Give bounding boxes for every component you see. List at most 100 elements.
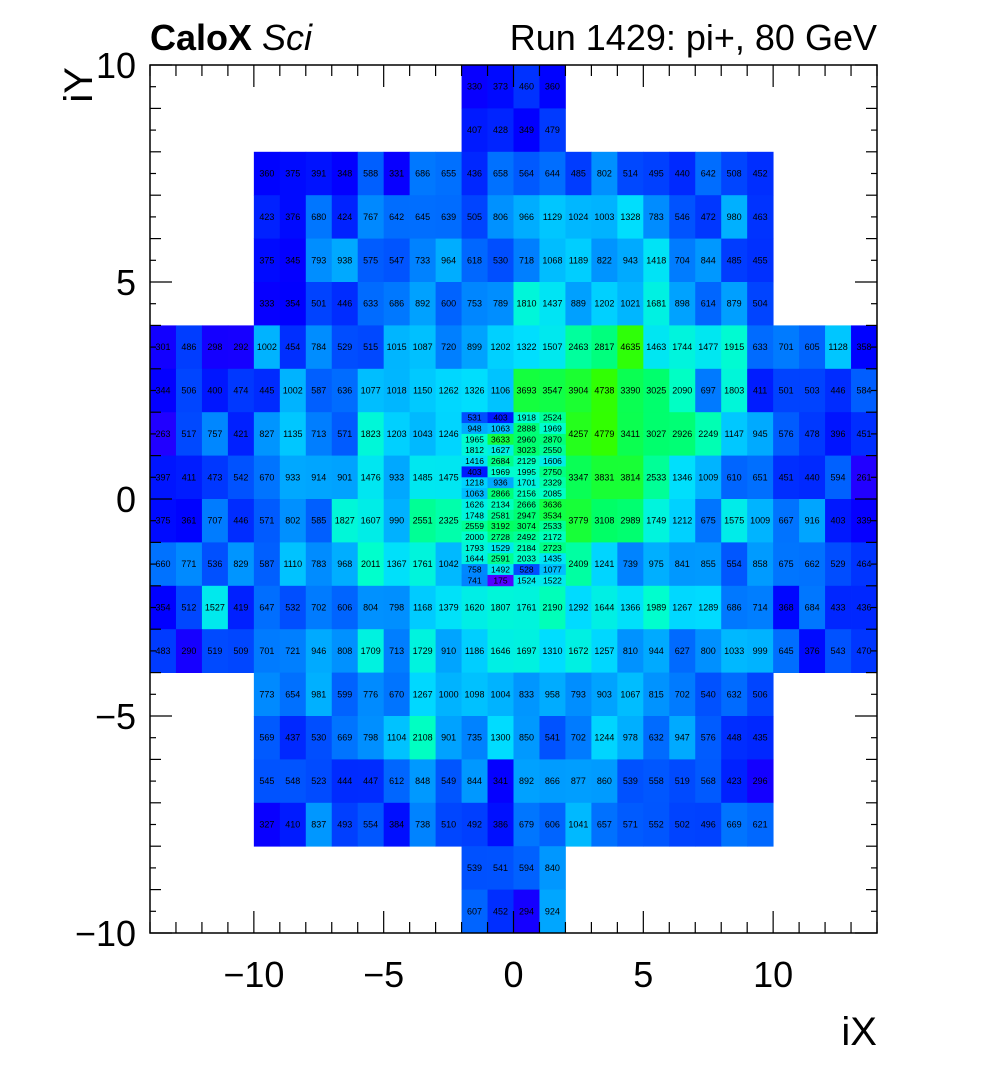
- heatmap-cell: [539, 412, 566, 424]
- cell-value-label: 330: [467, 82, 482, 92]
- heatmap-cell: [799, 412, 826, 456]
- cell-value-label: 517: [181, 429, 196, 439]
- cell-value-label: 375: [285, 169, 300, 179]
- heatmap-cell: [487, 108, 514, 153]
- cell-value-label: 519: [675, 776, 690, 786]
- cell-value-label: 1367: [387, 559, 407, 569]
- heatmap-cell: [773, 499, 800, 543]
- x-tick-label: −10: [223, 954, 284, 995]
- cell-value-label: 651: [753, 472, 768, 482]
- cell-value-label: 636: [337, 386, 352, 396]
- cell-value-label: 1697: [516, 646, 536, 656]
- heatmap-cell: [253, 802, 281, 847]
- cell-value-label: 2329: [543, 478, 562, 488]
- cell-value-label: 1793: [465, 543, 484, 553]
- cell-value-label: 1244: [594, 733, 614, 743]
- heatmap-cell: [383, 629, 411, 673]
- heatmap-cell: [539, 553, 566, 565]
- cell-value-label: 470: [857, 646, 872, 656]
- heatmap-cell: [357, 802, 385, 847]
- heatmap-cell: [617, 195, 644, 239]
- heatmap-cell: [435, 585, 462, 630]
- heatmap-cell: [721, 716, 748, 760]
- cell-value-label: 804: [363, 603, 378, 613]
- heatmap-cell: [773, 629, 800, 673]
- heatmap-cell: [461, 585, 488, 630]
- cell-value-label: 675: [779, 559, 794, 569]
- heatmap-cell: [253, 629, 281, 673]
- cell-value-label: 714: [753, 603, 768, 613]
- heatmap-cell: [357, 412, 385, 456]
- cell-value-label: 391: [311, 169, 326, 179]
- heatmap-cell: [825, 542, 852, 587]
- cell-value-label: 1033: [724, 646, 744, 656]
- cell-value-label: 1644: [465, 554, 484, 564]
- cell-value-label: 1524: [517, 575, 536, 585]
- heatmap-cell: [643, 629, 670, 673]
- heatmap-cell: [383, 585, 411, 630]
- heatmap-cell: [539, 802, 566, 847]
- cell-value-label: 3547: [542, 386, 562, 396]
- cell-value-label: 815: [649, 689, 664, 699]
- cell-value-label: 739: [623, 559, 638, 569]
- heatmap-cell: [591, 412, 618, 456]
- heatmap-cell: [695, 542, 722, 587]
- heatmap-cell: [539, 585, 566, 630]
- heatmap-cell: [357, 368, 385, 413]
- heatmap-cell: [175, 455, 203, 500]
- heatmap-cell: [435, 238, 462, 283]
- heatmap-cell: [331, 412, 359, 456]
- cell-value-label: 1009: [750, 516, 770, 526]
- cell-value-label: 492: [467, 820, 482, 830]
- heatmap-cell: [721, 195, 748, 239]
- heatmap-cell: [461, 629, 488, 673]
- heatmap-cell: [747, 759, 774, 804]
- cell-value-label: 1366: [620, 603, 640, 613]
- heatmap-cell: [461, 802, 488, 847]
- cell-value-label: 916: [805, 516, 820, 526]
- heatmap-cell: [825, 585, 852, 630]
- cell-value-label: 933: [389, 472, 404, 482]
- cell-value-label: 548: [285, 776, 300, 786]
- cell-value-label: 1463: [646, 342, 666, 352]
- cell-value-label: 1326: [465, 386, 485, 396]
- heatmap-cell: [513, 509, 540, 522]
- heatmap-cell: [643, 499, 670, 543]
- cell-value-label: 910: [441, 646, 456, 656]
- cell-value-label: 758: [467, 565, 481, 575]
- cell-value-label: 1043: [413, 429, 433, 439]
- cell-value-label: 1128: [828, 342, 847, 352]
- heatmap-cell: [565, 542, 592, 587]
- heatmap-cell: [773, 412, 800, 456]
- heatmap-cell: [461, 574, 488, 587]
- heatmap-cell: [279, 802, 307, 847]
- cell-value-label: 945: [753, 429, 768, 439]
- y-tick-label: 0: [116, 479, 136, 520]
- heatmap-cell: [201, 585, 229, 630]
- cell-value-label: 1485: [413, 472, 433, 482]
- heatmap-cell: [357, 455, 385, 500]
- heatmap-cell: [643, 238, 670, 283]
- cell-value-label: 3633: [491, 434, 510, 444]
- cell-value-label: 697: [701, 386, 716, 396]
- heatmap-cell: [513, 574, 540, 587]
- cell-value-label: 866: [545, 776, 560, 786]
- heatmap-cell: [331, 282, 359, 326]
- heatmap-cell: [487, 444, 514, 456]
- heatmap-cell: [539, 499, 566, 511]
- cell-value-label: 793: [311, 255, 326, 265]
- cell-value-label: 2591: [491, 554, 510, 564]
- heatmap-cell: [669, 368, 696, 413]
- heatmap-cell: [695, 499, 722, 543]
- heatmap-cell: [487, 629, 514, 673]
- heatmap-cell: [253, 325, 281, 370]
- cell-value-label: 541: [493, 863, 508, 873]
- cell-value-label: 1435: [543, 554, 562, 564]
- cell-value-label: 1915: [724, 342, 744, 352]
- heatmap-cell: [305, 455, 333, 500]
- cell-value-label: 1042: [439, 559, 459, 569]
- cell-value-label: 1147: [725, 429, 744, 439]
- cell-value-label: 2463: [568, 342, 588, 352]
- cell-value-label: 789: [493, 299, 508, 309]
- heatmap-cell: [435, 412, 462, 456]
